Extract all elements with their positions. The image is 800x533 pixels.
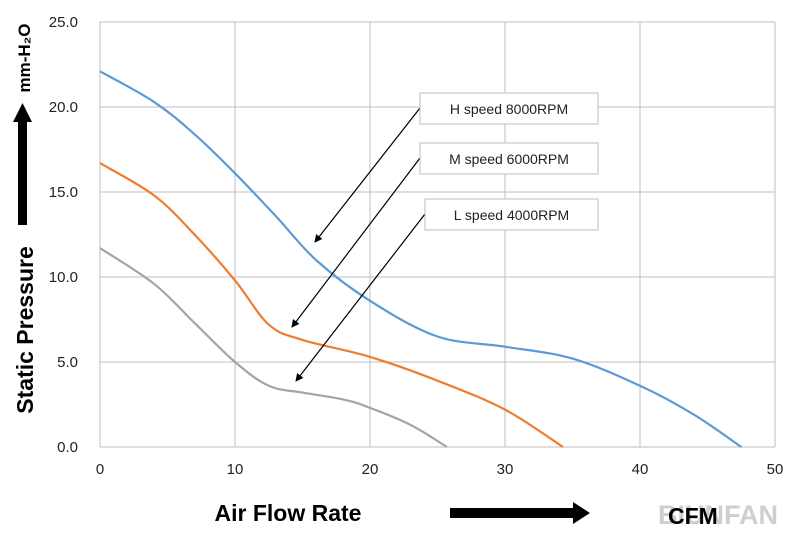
x-axis-unit: CFM <box>668 503 718 529</box>
y-tick-label: 0.0 <box>57 439 78 456</box>
grid <box>99 21 776 448</box>
y-axis-unit: mm-H₂O <box>15 24 34 93</box>
y-axis-arrow-head <box>13 103 32 122</box>
watermark-logo: BIUNFAN <box>658 500 778 530</box>
tick-labels: 0 10 20 30 40 50 0.0 5.0 10.0 15.0 20.0 25.0 <box>49 14 784 478</box>
series-line-m-speed <box>99 162 564 448</box>
x-axis-arrow-shaft <box>450 508 575 518</box>
series-line-h-speed <box>99 70 742 448</box>
legend: H speed 8000RPM M speed 6000RPM L speed 40… <box>291 92 599 382</box>
legend-box <box>419 92 599 125</box>
legend-pointer-arrow <box>295 213 426 382</box>
x-tick-label: 20 <box>362 461 379 478</box>
series-lines <box>99 70 742 448</box>
legend-box <box>424 198 599 231</box>
x-axis-title: Air Flow Rate <box>215 500 362 526</box>
legend-label: M speed 6000RPM <box>449 151 569 167</box>
legend-pointer-arrow <box>314 107 421 243</box>
legend-pointer-arrow <box>291 157 421 328</box>
legend-box <box>419 142 599 175</box>
y-tick-label: 5.0 <box>57 354 78 371</box>
y-axis-title: Static Pressure <box>12 246 38 413</box>
legend-label: H speed 8000RPM <box>450 101 568 117</box>
x-tick-label: 50 <box>767 461 784 478</box>
series-line-l-speed <box>99 247 448 448</box>
y-tick-label: 10.0 <box>49 269 78 286</box>
x-tick-label: 0 <box>96 461 104 478</box>
x-tick-label: 30 <box>497 461 514 478</box>
y-tick-label: 20.0 <box>49 99 78 116</box>
y-tick-label: 15.0 <box>49 184 78 201</box>
y-tick-label: 25.0 <box>49 14 78 31</box>
x-tick-label: 40 <box>632 461 649 478</box>
x-axis-arrow-head <box>573 502 590 524</box>
legend-label: L speed 4000RPM <box>454 207 569 223</box>
x-tick-label: 10 <box>227 461 244 478</box>
y-axis-arrow-shaft <box>18 120 27 225</box>
